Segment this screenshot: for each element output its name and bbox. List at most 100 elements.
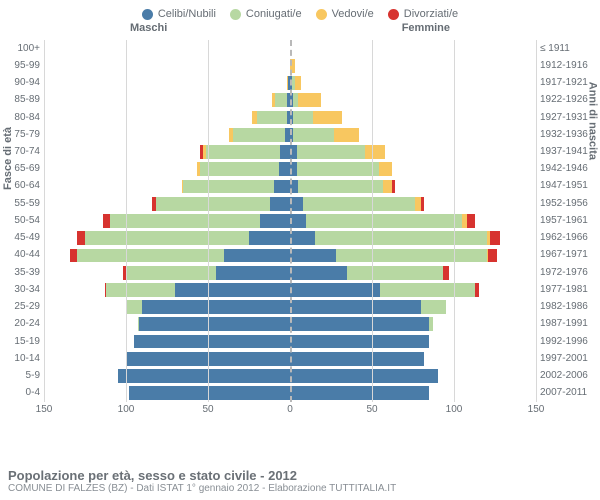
age-label: 0-4	[0, 388, 44, 398]
bar-segment-male	[138, 317, 140, 331]
bar-segment-male	[274, 180, 290, 194]
bar-segment-male	[216, 266, 290, 280]
age-label: 100+	[0, 44, 44, 54]
bar-segment-female	[290, 386, 429, 400]
bar-segment-male	[229, 128, 232, 142]
bar-segment-male	[260, 214, 290, 228]
bar-segment-male	[249, 231, 290, 245]
bar-segment-female	[293, 111, 313, 125]
header-female: Femmine	[402, 22, 450, 34]
grid-line	[454, 40, 455, 402]
birth-year-label: 1972-1976	[536, 268, 600, 278]
bar-segment-female	[290, 335, 429, 349]
age-label: 25-29	[0, 302, 44, 312]
legend-label: Divorziati/e	[404, 8, 458, 20]
x-tick-label: 0	[287, 404, 293, 415]
bar-segment-female	[297, 162, 379, 176]
bar-segment-male	[139, 317, 290, 331]
bar-segment-male	[129, 386, 290, 400]
bar-segment-female	[306, 214, 462, 228]
birth-year-label: 1932-1936	[536, 130, 600, 140]
birth-year-label: 1977-1981	[536, 285, 600, 295]
age-label: 60-64	[0, 181, 44, 191]
bar-segment-female	[315, 231, 487, 245]
bar-segment-male	[126, 266, 216, 280]
bar-segment-male	[275, 93, 286, 107]
bar-segment-female	[298, 180, 383, 194]
bar-segment-female	[443, 266, 450, 280]
legend-label: Celibi/Nubili	[158, 8, 216, 20]
age-label: 35-39	[0, 268, 44, 278]
birth-year-label: 1917-1921	[536, 78, 600, 88]
bar-segment-male	[252, 111, 257, 125]
birth-year-label: 1947-1951	[536, 181, 600, 191]
bar-segment-male	[197, 162, 200, 176]
x-tick-label: 100	[446, 404, 463, 415]
age-label: 95-99	[0, 61, 44, 71]
bar-segment-female	[313, 111, 343, 125]
bar-segment-male	[103, 214, 110, 228]
legend-item: Coniugati/e	[230, 8, 302, 20]
bar-segment-female	[490, 231, 500, 245]
x-tick-label: 50	[366, 404, 377, 415]
birth-year-label: ≤ 1911	[536, 44, 600, 54]
birth-year-label: 1942-1946	[536, 164, 600, 174]
x-tick-label: 150	[36, 404, 53, 415]
bar-segment-female	[334, 128, 359, 142]
bar-segment-female	[365, 145, 385, 159]
birth-year-label: 1912-1916	[536, 61, 600, 71]
bar-segment-female	[295, 76, 302, 90]
age-label: 65-69	[0, 164, 44, 174]
bar-segment-female	[298, 93, 321, 107]
bar-segment-female	[383, 180, 391, 194]
bar-segment-female	[347, 266, 442, 280]
bar-segment-male	[183, 180, 273, 194]
bar-segment-male	[77, 231, 85, 245]
legend-dot	[230, 9, 241, 20]
bar-segment-female	[475, 283, 478, 297]
age-label: 10-14	[0, 354, 44, 364]
bar-segment-female	[290, 214, 306, 228]
bar-segment-female	[488, 249, 496, 263]
bar-segment-female	[467, 214, 475, 228]
birth-year-label: 1967-1971	[536, 250, 600, 260]
bar-segment-female	[392, 180, 395, 194]
x-tick-label: 100	[118, 404, 135, 415]
age-label: 20-24	[0, 319, 44, 329]
bar-segment-male	[70, 249, 77, 263]
bar-segment-male	[272, 93, 275, 107]
bar-segment-male	[233, 128, 285, 142]
birth-year-label: 1952-1956	[536, 199, 600, 209]
bar-segment-female	[429, 317, 432, 331]
bar-segment-male	[206, 145, 280, 159]
footer-subtitle: COMUNE DI FALZES (BZ) - Dati ISTAT 1° ge…	[8, 483, 396, 494]
grid-line	[536, 40, 537, 402]
bar-segment-female	[290, 266, 347, 280]
birth-year-label: 2007-2011	[536, 388, 600, 398]
legend-label: Coniugati/e	[246, 8, 302, 20]
bar-segment-female	[336, 249, 487, 263]
bar-segment-male	[203, 145, 206, 159]
bar-segment-female	[290, 300, 421, 314]
bar-segment-female	[290, 352, 424, 366]
bar-segment-female	[293, 128, 334, 142]
bar-segment-female	[379, 162, 392, 176]
bar-segment-male	[257, 111, 287, 125]
age-label: 85-89	[0, 95, 44, 105]
bar-segment-male	[280, 145, 290, 159]
bar-segment-male	[142, 300, 290, 314]
grid-line	[126, 40, 127, 402]
x-tick-label: 50	[202, 404, 213, 415]
bar-segment-male	[279, 162, 290, 176]
footer-title: Popolazione per età, sesso e stato civil…	[8, 468, 396, 483]
legend: Celibi/NubiliConiugati/eVedovi/eDivorzia…	[0, 0, 600, 22]
bar-segment-female	[297, 145, 366, 159]
legend-dot	[316, 9, 327, 20]
birth-year-label: 1997-2001	[536, 354, 600, 364]
age-label: 90-94	[0, 78, 44, 88]
age-label: 30-34	[0, 285, 44, 295]
bar-segment-female	[290, 283, 380, 297]
bar-segment-female	[415, 197, 422, 211]
bar-segment-male	[105, 283, 107, 297]
age-label: 70-74	[0, 147, 44, 157]
